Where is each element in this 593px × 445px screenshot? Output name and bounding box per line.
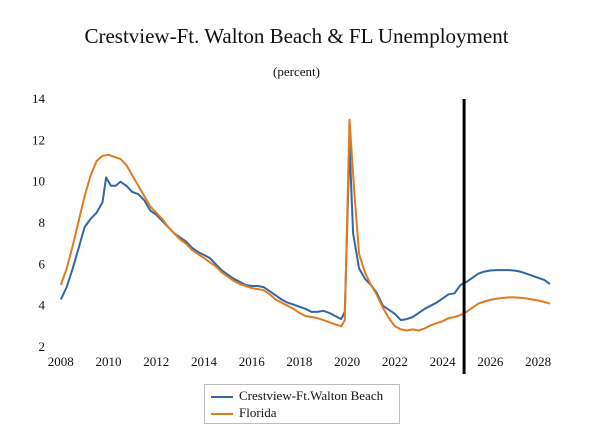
legend-label-florida: Florida [239, 405, 277, 420]
x-tick-label: 2008 [48, 354, 74, 369]
legend: Crestview-Ft.Walton Beach Florida [204, 384, 400, 424]
legend-swatch-florida [211, 413, 233, 416]
y-tick-label: 6 [39, 256, 46, 271]
chart-subtitle: (percent) [273, 64, 320, 79]
legend-item-crestview: Crestview-Ft.Walton Beach [211, 388, 383, 404]
x-tick-label: 2026 [477, 354, 504, 369]
y-tick-label: 8 [39, 215, 46, 230]
x-tick-label: 2022 [382, 354, 408, 369]
x-tick-label: 2012 [143, 354, 169, 369]
y-tick-label: 2 [39, 339, 46, 354]
series-lines [59, 118, 551, 332]
x-tick-label: 2020 [334, 354, 360, 369]
series-line-florida [59, 118, 551, 332]
chart-title: Crestview-Ft. Walton Beach & FL Unemploy… [84, 24, 509, 48]
x-tick-label: 2016 [239, 354, 266, 369]
y-tick-label: 4 [39, 298, 46, 313]
x-tick-label: 2028 [525, 354, 551, 369]
x-tick-label: 2018 [286, 354, 312, 369]
series-line-crestview [59, 143, 551, 322]
y-tick-label: 10 [32, 174, 45, 189]
y-tick-label: 14 [32, 91, 46, 106]
y-axis-ticks: 2 4 6 8 10 12 14 [32, 91, 46, 354]
x-tick-label: 2010 [96, 354, 122, 369]
legend-item-florida: Florida [211, 405, 277, 421]
legend-label-crestview: Crestview-Ft.Walton Beach [239, 388, 384, 403]
x-tick-label: 2014 [191, 354, 218, 369]
legend-swatch-crestview [211, 396, 233, 399]
x-axis-ticks: 2008 2010 2012 2014 2016 2018 2020 2022 2024 2026… [48, 354, 551, 369]
y-tick-label: 12 [32, 132, 45, 147]
x-tick-label: 2024 [430, 354, 457, 369]
